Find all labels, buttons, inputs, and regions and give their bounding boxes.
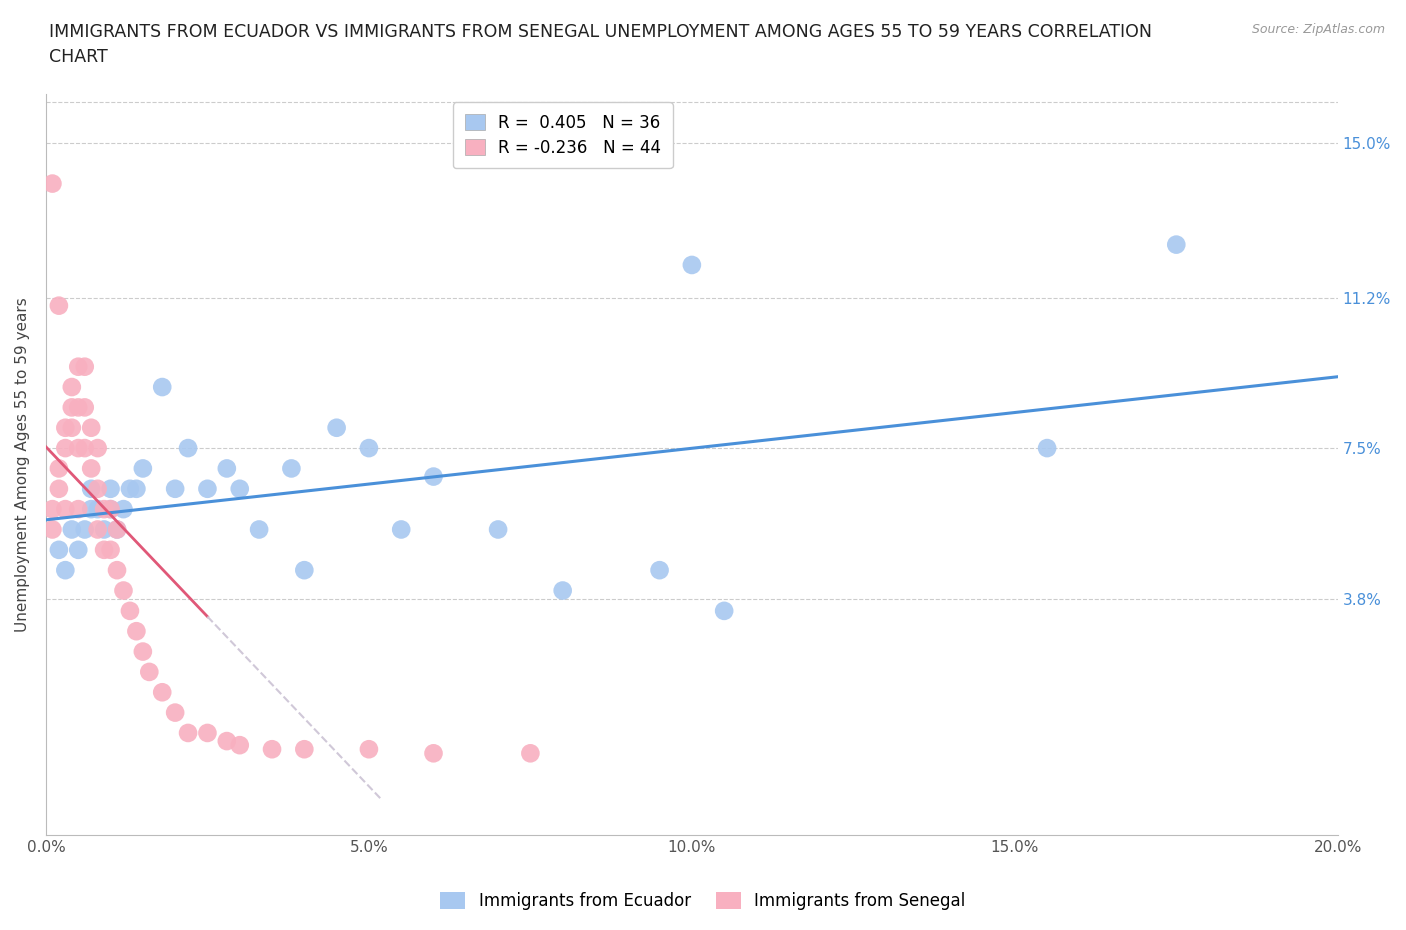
Point xyxy=(422,746,444,761)
Point xyxy=(53,420,76,435)
Point xyxy=(73,359,96,374)
Point xyxy=(73,441,96,456)
Point xyxy=(247,522,270,537)
Point xyxy=(48,461,70,476)
Point xyxy=(41,522,63,537)
Point xyxy=(681,258,703,272)
Point xyxy=(53,441,76,456)
Point xyxy=(100,482,122,497)
Point xyxy=(1166,237,1188,252)
Point xyxy=(67,501,90,516)
Point xyxy=(67,359,90,374)
Point xyxy=(67,542,90,557)
Point xyxy=(86,501,108,516)
Point xyxy=(229,482,252,497)
Point xyxy=(177,725,200,740)
Point xyxy=(80,461,103,476)
Point xyxy=(229,737,252,752)
Point xyxy=(100,501,122,516)
Point xyxy=(519,746,541,761)
Point xyxy=(197,725,219,740)
Point xyxy=(105,522,128,537)
Point xyxy=(325,420,347,435)
Point xyxy=(86,482,108,497)
Point xyxy=(67,441,90,456)
Point xyxy=(73,400,96,415)
Point xyxy=(551,583,574,598)
Point xyxy=(165,482,187,497)
Point xyxy=(86,522,108,537)
Point xyxy=(648,563,671,578)
Point xyxy=(138,664,160,679)
Point xyxy=(53,501,76,516)
Point xyxy=(150,379,173,394)
Point xyxy=(215,461,238,476)
Point xyxy=(41,501,63,516)
Point xyxy=(67,400,90,415)
Point xyxy=(118,604,141,618)
Point xyxy=(100,542,122,557)
Point xyxy=(60,420,83,435)
Point xyxy=(80,501,103,516)
Text: CHART: CHART xyxy=(49,48,108,66)
Legend: Immigrants from Ecuador, Immigrants from Senegal: Immigrants from Ecuador, Immigrants from… xyxy=(434,885,972,917)
Legend: R =  0.405   N = 36, R = -0.236   N = 44: R = 0.405 N = 36, R = -0.236 N = 44 xyxy=(453,102,672,168)
Point xyxy=(132,644,155,659)
Point xyxy=(80,482,103,497)
Point xyxy=(41,176,63,191)
Point xyxy=(150,684,173,699)
Point xyxy=(165,705,187,720)
Point xyxy=(93,542,115,557)
Point xyxy=(48,482,70,497)
Text: IMMIGRANTS FROM ECUADOR VS IMMIGRANTS FROM SENEGAL UNEMPLOYMENT AMONG AGES 55 TO: IMMIGRANTS FROM ECUADOR VS IMMIGRANTS FR… xyxy=(49,23,1152,41)
Point xyxy=(486,522,509,537)
Point xyxy=(73,522,96,537)
Point xyxy=(112,583,135,598)
Point xyxy=(93,501,115,516)
Point xyxy=(215,734,238,749)
Point xyxy=(177,441,200,456)
Point xyxy=(48,542,70,557)
Point xyxy=(422,469,444,484)
Point xyxy=(389,522,412,537)
Point xyxy=(357,441,380,456)
Point xyxy=(112,501,135,516)
Point xyxy=(280,461,302,476)
Point xyxy=(1036,441,1059,456)
Point xyxy=(100,501,122,516)
Point xyxy=(125,482,148,497)
Point xyxy=(105,563,128,578)
Point xyxy=(53,563,76,578)
Point xyxy=(60,522,83,537)
Point xyxy=(260,742,283,757)
Point xyxy=(60,400,83,415)
Point xyxy=(357,742,380,757)
Point xyxy=(86,441,108,456)
Point xyxy=(93,522,115,537)
Point xyxy=(80,420,103,435)
Point xyxy=(48,299,70,313)
Point xyxy=(60,379,83,394)
Point xyxy=(292,563,315,578)
Point xyxy=(713,604,735,618)
Point xyxy=(292,742,315,757)
Point xyxy=(105,522,128,537)
Point xyxy=(125,624,148,639)
Point xyxy=(197,482,219,497)
Text: Source: ZipAtlas.com: Source: ZipAtlas.com xyxy=(1251,23,1385,36)
Point xyxy=(132,461,155,476)
Point xyxy=(118,482,141,497)
Y-axis label: Unemployment Among Ages 55 to 59 years: Unemployment Among Ages 55 to 59 years xyxy=(15,297,30,631)
